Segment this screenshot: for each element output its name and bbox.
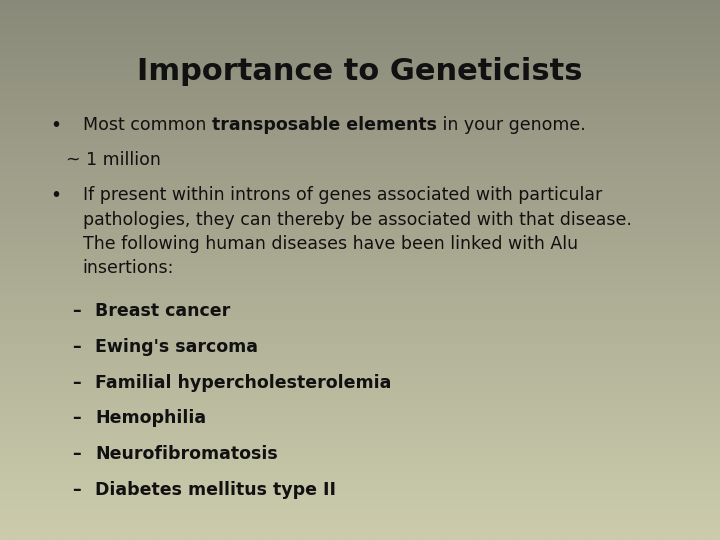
Text: Importance to Geneticists: Importance to Geneticists — [138, 57, 582, 86]
Text: –: – — [72, 445, 81, 463]
Text: •: • — [50, 186, 61, 205]
Text: If present within introns of genes associated with particular
pathologies, they : If present within introns of genes assoc… — [83, 186, 631, 277]
Text: –: – — [72, 409, 81, 427]
Text: –: – — [72, 374, 81, 391]
Text: –: – — [72, 302, 81, 320]
Text: Familial hypercholesterolemia: Familial hypercholesterolemia — [95, 374, 392, 391]
Text: Diabetes mellitus type II: Diabetes mellitus type II — [95, 481, 336, 498]
Text: –: – — [72, 338, 81, 356]
Text: transposable elements: transposable elements — [212, 116, 436, 134]
Text: Breast cancer: Breast cancer — [95, 302, 230, 320]
Text: in your genome.: in your genome. — [436, 116, 585, 134]
Text: Neurofibromatosis: Neurofibromatosis — [95, 445, 278, 463]
Text: Hemophilia: Hemophilia — [95, 409, 206, 427]
Text: Most common: Most common — [83, 116, 212, 134]
Text: –: – — [72, 481, 81, 498]
Text: •: • — [50, 116, 61, 135]
Text: Ewing's sarcoma: Ewing's sarcoma — [95, 338, 258, 356]
Text: ~ 1 million: ~ 1 million — [66, 151, 161, 169]
